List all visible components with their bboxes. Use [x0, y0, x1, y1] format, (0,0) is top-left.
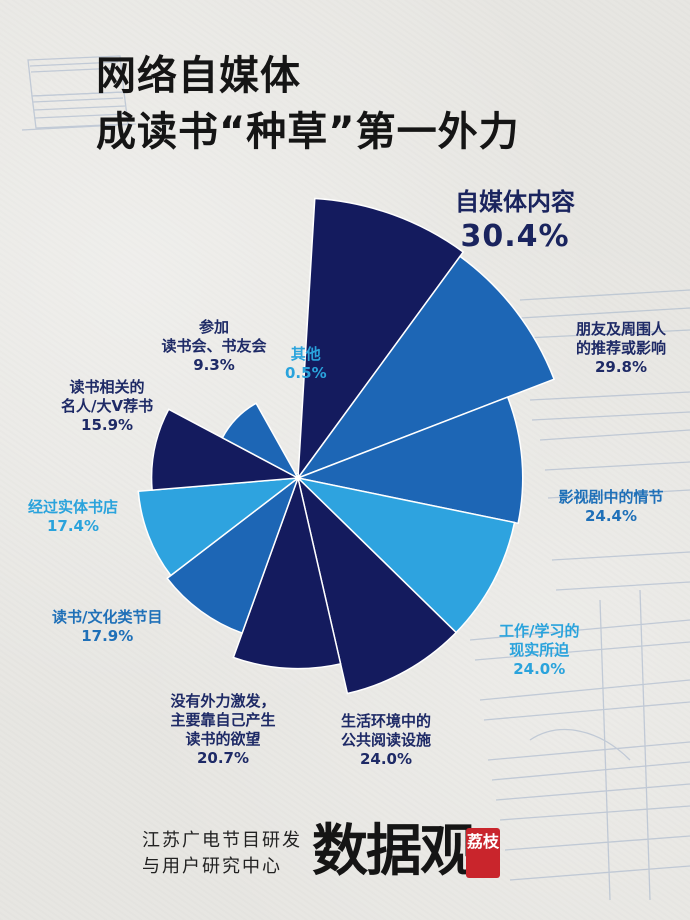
chart-slice-11: [294, 472, 300, 481]
slice-label-7-line-1: 读书/文化类节目: [52, 608, 163, 626]
top-left-books-icon: [21, 55, 137, 131]
slice-label-6-line-3: 读书的欲望: [185, 730, 261, 748]
slice-label-3-line-1: 影视剧中的情节: [558, 488, 664, 506]
brand-seal: 荔枝: [466, 828, 500, 878]
slice-label-2-line-2: 的推荐或影响: [576, 339, 667, 357]
slice-label-2: 朋友及周围人 的推荐或影响 29.8%: [576, 320, 666, 377]
slice-value-11: 0.5%: [285, 364, 327, 382]
title-line-2: 成读书“种草”第一外力: [96, 109, 520, 155]
footer-organization: 江苏广电节目研发 与用户研究中心: [142, 828, 302, 880]
slice-label-6: 没有外力激发， 主要靠自己产生 读书的欲望 20.7%: [171, 692, 276, 768]
footer-org-line-2: 与用户研究中心: [142, 856, 282, 877]
chart-slice-4: [295, 476, 516, 634]
chart-slice-2: [295, 255, 556, 480]
slice-label-9-line-2: 名人/大V荐书: [61, 397, 154, 415]
slice-value-2: 29.8%: [594, 358, 648, 376]
slice-label-6-line-2: 主要靠自己产生: [170, 711, 276, 729]
slice-value-6: 20.7%: [196, 749, 250, 767]
slice-label-8: 经过实体书店 17.4%: [28, 498, 118, 536]
chart-slice-1: [297, 197, 465, 481]
slice-label-3: 影视剧中的情节 24.4%: [559, 488, 664, 526]
slice-label-10-line-2: 读书会、书友会: [161, 337, 267, 355]
chart-slice-9: [150, 408, 301, 491]
slice-value-8: 17.4%: [46, 517, 100, 535]
chart-slice-8: [137, 477, 301, 577]
footer-org-line-1: 江苏广电节目研发: [142, 830, 302, 851]
slice-value-9: 15.9%: [81, 416, 134, 434]
slice-label-2-line-1: 朋友及周围人: [576, 320, 667, 338]
title-line-1: 网络自媒体: [96, 53, 301, 99]
slice-label-5: 生活环境中的 公共阅读设施 24.0%: [341, 712, 431, 769]
slice-label-4-line-2: 现实所迫: [509, 641, 570, 659]
slice-label-11-line-1: 其他: [290, 345, 321, 363]
slice-label-10-line-1: 参加: [199, 318, 230, 336]
chart-slice-10: [221, 402, 300, 480]
slice-label-1-line-1: 自媒体内容: [455, 188, 575, 216]
slice-label-6-line-1: 没有外力激发，: [170, 692, 276, 710]
chart-slice-3: [295, 396, 524, 525]
brand-logo: 数据观: [312, 818, 476, 884]
slice-value-4: 24.0%: [513, 660, 566, 678]
slice-label-9-line-1: 读书相关的: [69, 378, 145, 396]
chart-slice-6: [232, 475, 342, 670]
slice-label-5-line-2: 公共阅读设施: [341, 731, 432, 749]
page-title: 网络自媒体 成读书“种草”第一外力: [96, 48, 520, 160]
slice-label-7: 读书/文化类节目 17.9%: [52, 608, 162, 646]
slice-value-3: 24.4%: [584, 507, 638, 525]
chart-slice-5: [296, 475, 458, 695]
slice-label-9: 读书相关的 名人/大V荐书 15.9%: [61, 378, 153, 435]
right-books-sketch: [469, 289, 690, 901]
slice-value-1: 30.4%: [460, 219, 570, 254]
slice-value-10: 9.3%: [193, 356, 235, 374]
slice-label-1: 自媒体内容 30.4%: [455, 186, 575, 256]
slice-label-5-line-1: 生活环境中的: [341, 712, 432, 730]
chart-slice-7: [166, 475, 300, 635]
slice-label-10: 参加 读书会、书友会 9.3%: [162, 318, 267, 375]
slice-label-4: 工作/学习的 现实所迫 24.0%: [499, 622, 579, 679]
slice-value-7: 17.9%: [81, 627, 134, 645]
slice-label-11: 其他 0.5%: [285, 345, 327, 383]
slice-value-5: 24.0%: [359, 750, 413, 768]
slice-label-4-line-1: 工作/学习的: [499, 622, 580, 640]
slice-label-8-line-1: 经过实体书店: [28, 498, 119, 516]
